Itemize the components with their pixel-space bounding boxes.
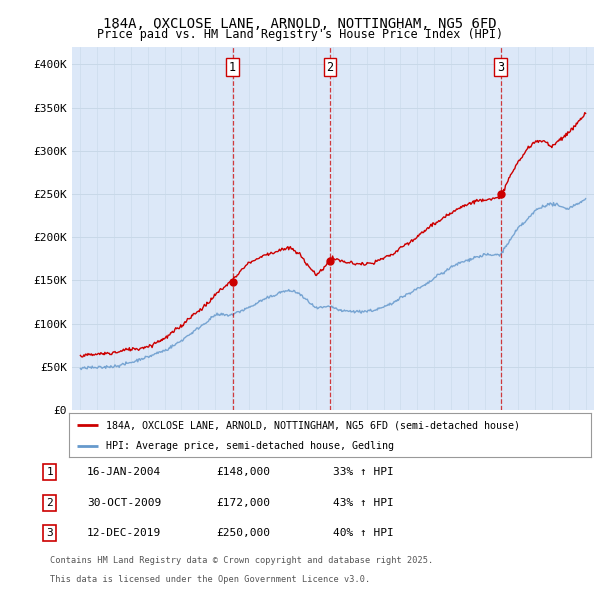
Text: 12-DEC-2019: 12-DEC-2019 bbox=[87, 529, 161, 538]
Text: £148,000: £148,000 bbox=[216, 467, 270, 477]
Text: £250,000: £250,000 bbox=[216, 529, 270, 538]
Text: 43% ↑ HPI: 43% ↑ HPI bbox=[333, 498, 394, 507]
Text: HPI: Average price, semi-detached house, Gedling: HPI: Average price, semi-detached house,… bbox=[106, 441, 394, 451]
Text: 30-OCT-2009: 30-OCT-2009 bbox=[87, 498, 161, 507]
Text: 1: 1 bbox=[46, 467, 53, 477]
Text: Price paid vs. HM Land Registry's House Price Index (HPI): Price paid vs. HM Land Registry's House … bbox=[97, 28, 503, 41]
Text: 3: 3 bbox=[497, 61, 504, 74]
Text: 3: 3 bbox=[46, 529, 53, 538]
Text: 2: 2 bbox=[46, 498, 53, 507]
Text: 16-JAN-2004: 16-JAN-2004 bbox=[87, 467, 161, 477]
Text: 184A, OXCLOSE LANE, ARNOLD, NOTTINGHAM, NG5 6FD: 184A, OXCLOSE LANE, ARNOLD, NOTTINGHAM, … bbox=[103, 17, 497, 31]
Text: 33% ↑ HPI: 33% ↑ HPI bbox=[333, 467, 394, 477]
Text: £172,000: £172,000 bbox=[216, 498, 270, 507]
Text: 184A, OXCLOSE LANE, ARNOLD, NOTTINGHAM, NG5 6FD (semi-detached house): 184A, OXCLOSE LANE, ARNOLD, NOTTINGHAM, … bbox=[106, 421, 520, 430]
Text: 1: 1 bbox=[229, 61, 236, 74]
Text: Contains HM Land Registry data © Crown copyright and database right 2025.: Contains HM Land Registry data © Crown c… bbox=[50, 556, 433, 565]
Text: 40% ↑ HPI: 40% ↑ HPI bbox=[333, 529, 394, 538]
Text: This data is licensed under the Open Government Licence v3.0.: This data is licensed under the Open Gov… bbox=[50, 575, 370, 584]
Text: 2: 2 bbox=[326, 61, 334, 74]
